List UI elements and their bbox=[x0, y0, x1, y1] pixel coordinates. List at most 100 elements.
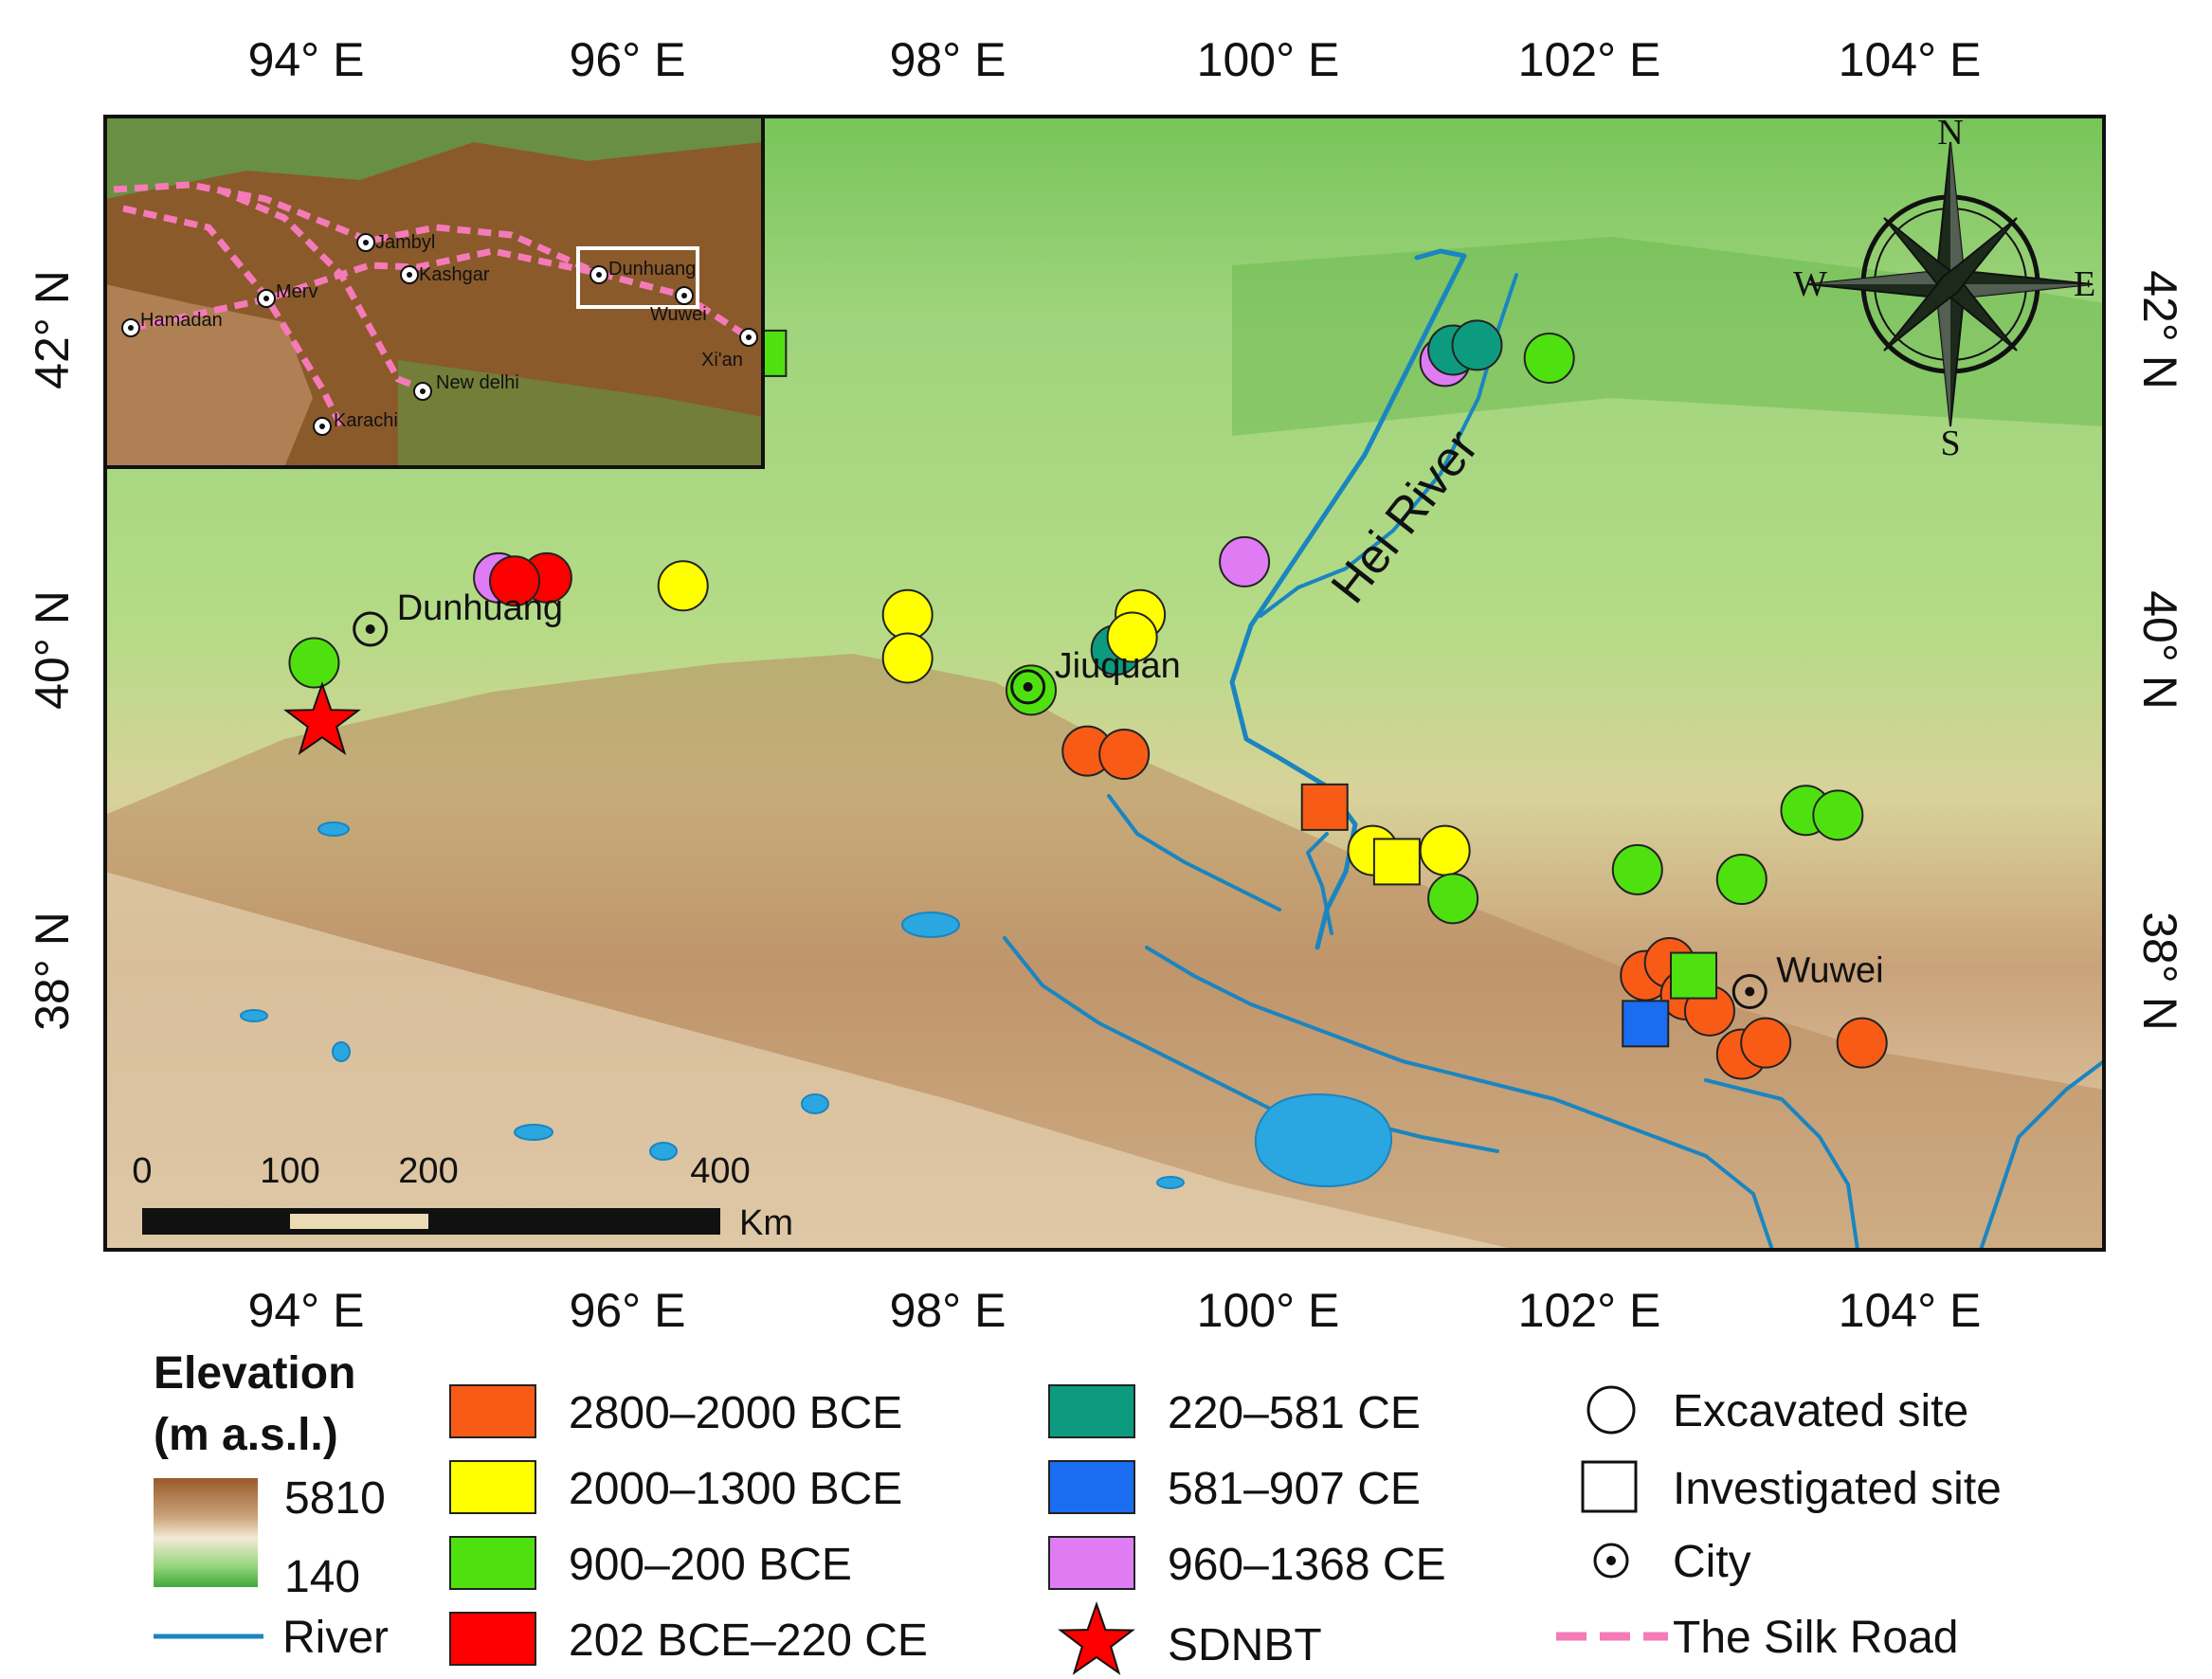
legend-sdnbt-label: SDNBT bbox=[1168, 1620, 1322, 1670]
legend-period-swatch bbox=[449, 1384, 536, 1438]
elevation-ramp bbox=[154, 1478, 258, 1587]
study-area-box bbox=[576, 246, 699, 309]
bottom-tick: 94° E bbox=[248, 1284, 365, 1337]
excavated-site-marker bbox=[1427, 873, 1479, 925]
top-tick: 104° E bbox=[1839, 33, 1982, 86]
inset-city-dot bbox=[263, 296, 269, 301]
silk-road-route bbox=[132, 247, 751, 340]
inset-north-lowland bbox=[105, 117, 763, 199]
scale-bar-segment bbox=[290, 1214, 428, 1229]
compass-e: E bbox=[2074, 264, 2095, 304]
inset-city-dot bbox=[407, 272, 412, 278]
elevation-min: 140 bbox=[284, 1552, 360, 1602]
bottom-tick: 98° E bbox=[890, 1284, 1006, 1337]
inset-map: Jambyl Kashgar Dunhuang Merv Hamadan Wuwei Xi'… bbox=[103, 115, 765, 469]
inset-city-dot bbox=[128, 325, 134, 331]
scale-unit: Km bbox=[739, 1203, 793, 1243]
city-icon bbox=[1010, 669, 1046, 705]
elevation-unit: (m a.s.l.) bbox=[154, 1410, 338, 1460]
legend-period-label: 220–581 CE bbox=[1168, 1388, 1421, 1438]
scale-tick: 200 bbox=[398, 1151, 458, 1191]
city-icon bbox=[353, 611, 389, 647]
inset-city-label: Dunhuang bbox=[608, 259, 696, 280]
bottom-tick: 104° E bbox=[1839, 1284, 1982, 1337]
top-tick: 102° E bbox=[1518, 33, 1661, 86]
right-tick: 40° N bbox=[2133, 590, 2186, 710]
inset-city-dot bbox=[319, 424, 325, 429]
legend-period-swatch bbox=[1048, 1384, 1135, 1438]
lake bbox=[514, 1124, 553, 1141]
compass-s: S bbox=[1940, 424, 1960, 463]
right-tick: 42° N bbox=[2133, 270, 2186, 389]
legend: Elevation (m a.s.l.) 5810 140 River 2800… bbox=[154, 1348, 2002, 1675]
excavated-site-marker bbox=[881, 588, 934, 641]
city-label: Dunhuang bbox=[397, 588, 563, 628]
inset-city-label: Karachi bbox=[334, 410, 398, 431]
excavated-site-marker bbox=[1106, 611, 1158, 663]
legend-investigated-icon bbox=[1581, 1460, 1638, 1513]
river-west bbox=[1107, 794, 1281, 912]
top-tick: 96° E bbox=[570, 33, 686, 86]
compass-w: W bbox=[1793, 264, 1827, 304]
inset-south-terrain bbox=[398, 360, 763, 467]
inset-city-label: Hamadan bbox=[140, 310, 223, 331]
excavated-site-marker bbox=[881, 632, 934, 684]
city-label: Jiuquan bbox=[1055, 646, 1181, 686]
legend-excavated-icon bbox=[1586, 1385, 1636, 1435]
legend-period-swatch bbox=[1048, 1460, 1135, 1514]
hei-river bbox=[1229, 248, 1467, 950]
compass-diagonal-icon bbox=[1883, 217, 2018, 352]
city-label: Wuwei bbox=[1776, 951, 1883, 991]
excavated-site-marker bbox=[1740, 1017, 1792, 1069]
left-tick: 38° N bbox=[26, 912, 79, 1031]
map-border bbox=[103, 115, 2106, 1252]
investigated-site-marker bbox=[1372, 838, 1421, 886]
excavated-site-marker bbox=[1611, 843, 1663, 895]
river-central bbox=[1003, 936, 1499, 1153]
river-southeast bbox=[1145, 946, 1774, 1252]
legend-period-label: 900–200 BCE bbox=[569, 1540, 852, 1590]
scale-tick: 0 bbox=[132, 1151, 152, 1191]
excavated-site-marker bbox=[1812, 789, 1864, 841]
legend-period-swatch bbox=[449, 1612, 536, 1666]
legend-excavated-label: Excavated site bbox=[1673, 1386, 1968, 1436]
legend-period-swatch bbox=[449, 1460, 536, 1514]
scale-bar: 0 100 200 400 Km bbox=[132, 1151, 793, 1243]
top-tick: 94° E bbox=[248, 33, 365, 86]
elevation-max: 5810 bbox=[284, 1473, 386, 1524]
sdnbt-star-icon bbox=[283, 681, 361, 755]
silk-road-route bbox=[216, 186, 428, 394]
inset-city-label: New delhi bbox=[436, 372, 519, 393]
plateau bbox=[105, 872, 1516, 1250]
city-dot bbox=[1745, 986, 1755, 997]
bottom-tick: 100° E bbox=[1197, 1284, 1340, 1337]
legend-period-label: 581–907 CE bbox=[1168, 1464, 1421, 1514]
inset-city-dot bbox=[420, 388, 426, 394]
bottom-tick: 96° E bbox=[570, 1284, 686, 1337]
legend-periods: 2800–2000 BCE 2000–1300 BCE 900–200 BCE 202… bbox=[449, 1384, 1446, 1666]
scale-bar-body bbox=[142, 1208, 720, 1235]
city-icon bbox=[1732, 974, 1768, 1010]
legend-period-label: 2800–2000 BCE bbox=[569, 1388, 902, 1438]
north-arrow: N S E W bbox=[1793, 113, 2095, 463]
city-dot bbox=[365, 623, 375, 634]
lake bbox=[649, 1142, 678, 1161]
excavated-site-marker bbox=[1419, 824, 1471, 876]
top-tick: 100° E bbox=[1197, 33, 1340, 86]
legend-city-dot bbox=[1606, 1556, 1616, 1565]
lake bbox=[1156, 1176, 1185, 1189]
excavated-site-marker bbox=[657, 560, 709, 612]
investigated-site-marker bbox=[1622, 1000, 1670, 1048]
left-tick: 42° N bbox=[26, 270, 79, 389]
site-markers bbox=[288, 319, 1888, 1080]
inset-city-dot bbox=[746, 334, 752, 340]
excavated-site-marker bbox=[1715, 854, 1768, 906]
left-tick: 40° N bbox=[26, 590, 79, 710]
investigated-site-marker bbox=[1670, 951, 1718, 1000]
inset-city-dot bbox=[681, 293, 687, 298]
river-far-east bbox=[1979, 1059, 2106, 1252]
excavated-site-marker bbox=[288, 637, 340, 689]
excavated-site-marker bbox=[1523, 332, 1575, 384]
inset-border bbox=[103, 115, 765, 469]
